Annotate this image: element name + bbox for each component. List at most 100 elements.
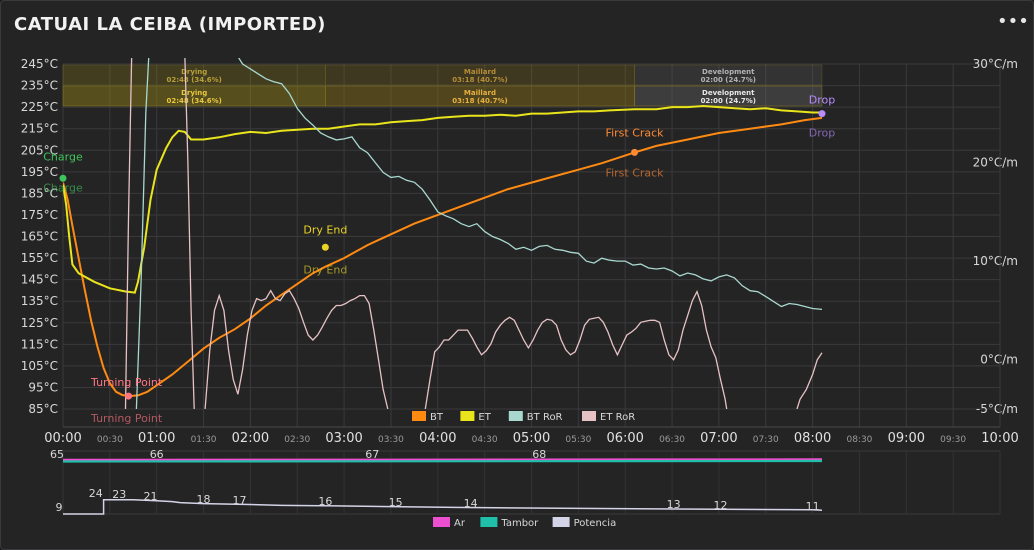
event-marker-charge: [59, 174, 67, 182]
phase-detail: 02:00 (24.7%): [701, 76, 756, 84]
sub-label-bottom: 23: [112, 488, 126, 501]
x-tick-label: 07:30: [753, 435, 779, 445]
event-label: Charge: [43, 150, 83, 163]
event-label-secondary: Charge: [43, 181, 83, 194]
x-tick-label: 03:30: [378, 435, 404, 445]
y-tick-left: 125°C: [21, 316, 58, 330]
phase-name: Development: [702, 89, 755, 97]
y-tick-left: 175°C: [21, 208, 58, 222]
event-label-secondary: Turning Point: [90, 412, 163, 425]
legend-swatch-et_ror: [582, 411, 596, 421]
legend-label-bt_ror: BT RoR: [527, 412, 563, 423]
event-label-secondary: First Crack: [606, 166, 665, 179]
event-marker-drop: [818, 110, 826, 118]
x-tick-label: 09:30: [940, 435, 966, 445]
sub-label-bottom: 17: [232, 494, 246, 507]
y-tick-right: 20°C/m: [973, 156, 1018, 170]
sub-legend-label-ar: Ar: [454, 518, 466, 529]
legend-swatch-bt: [412, 411, 426, 421]
event-label-secondary: Dry End: [303, 263, 347, 276]
y-tick-left: 135°C: [21, 294, 58, 308]
series-line-et_ror: [124, 58, 133, 409]
x-tick-label: 04:30: [472, 435, 498, 445]
event-marker-first-crack: [631, 148, 639, 156]
sub-legend-label-tambor: Tambor: [500, 518, 539, 529]
series-line-et_ror: [184, 58, 195, 409]
x-tick-label: 04:00: [419, 431, 456, 446]
phase-band-development: [634, 85, 823, 107]
phase-band-development: [634, 64, 823, 86]
x-tick-label: 09:00: [888, 431, 925, 446]
x-tick-label: 06:00: [606, 431, 643, 446]
series-line-et: [63, 104, 822, 294]
y-tick-right: 30°C/m: [973, 57, 1018, 71]
x-tick-label: 00:30: [97, 435, 123, 445]
y-tick-left: 85°C: [28, 402, 58, 416]
y-tick-left: 245°C: [21, 57, 58, 71]
sub-legend-label-potencia: Potencia: [574, 518, 617, 529]
page-title: CATUAI LA CEIBA (IMPORTED): [14, 14, 326, 35]
legend-swatch-et: [460, 411, 475, 421]
x-tick-label: 07:00: [700, 431, 737, 446]
y-tick-left: 165°C: [21, 230, 58, 244]
series-line-et_ror: [424, 290, 728, 409]
series-line-bt_ror: [135, 58, 150, 409]
y-tick-left: 105°C: [21, 359, 58, 373]
x-tick-label: 08:00: [794, 431, 831, 446]
y-tick-left: 145°C: [21, 273, 58, 287]
event-marker-dry-end: [321, 243, 329, 251]
legend-label-et: ET: [478, 412, 491, 423]
phase-detail: 02:00 (24.7%): [701, 97, 756, 105]
legend-label-et_ror: ET RoR: [600, 412, 635, 423]
x-tick-label: 01:30: [191, 435, 217, 445]
x-tick-label: 05:00: [513, 431, 550, 446]
y-tick-right: 0°C/m: [980, 353, 1018, 367]
more-options-button[interactable]: •••: [997, 11, 1029, 33]
sub-label-top: 68: [532, 448, 546, 461]
sub-label-bottom: 24: [89, 487, 103, 500]
phase-name: Development: [702, 68, 755, 76]
series-line-bt: [63, 116, 823, 398]
y-tick-left: 95°C: [28, 380, 58, 394]
series-line-bt_ror: [238, 58, 823, 311]
y-tick-left: 235°C: [21, 79, 58, 93]
phase-detail: 02:48 (34.6%): [166, 97, 221, 105]
event-label: Turning Point: [90, 376, 163, 389]
event-label: Dry End: [303, 223, 347, 236]
y-tick-left: 195°C: [21, 165, 58, 179]
sub-label-bottom: 12: [713, 499, 727, 512]
sub-series-tambor: [62, 459, 823, 463]
x-tick-label: 00:00: [44, 431, 81, 446]
event-label-secondary: Drop: [809, 127, 835, 140]
x-tick-label: 01:00: [138, 431, 175, 446]
y-tick-right: -5°C/m: [976, 402, 1018, 416]
sub-label-bottom: 14: [464, 497, 478, 510]
sub-label-bottom: 9: [56, 501, 63, 514]
sub-label-bottom: 15: [389, 496, 403, 509]
x-tick-label: 08:30: [846, 435, 872, 445]
more-horizontal-icon: •••: [997, 11, 1029, 32]
sub-label-bottom: 21: [143, 490, 157, 503]
event-marker-turning-point: [125, 392, 133, 400]
sub-label-bottom: 18: [197, 493, 211, 506]
sub-label-top: 67: [365, 448, 379, 461]
legend-label-bt: BT: [430, 412, 444, 423]
sub-label-bottom: 16: [318, 495, 332, 508]
sub-label-bottom: 13: [667, 498, 681, 511]
sub-legend-swatch-potencia: [552, 517, 570, 527]
x-tick-label: 06:30: [659, 435, 685, 445]
x-tick-label: 02:30: [284, 435, 310, 445]
series-line-et_ror: [796, 352, 823, 409]
legend-swatch-bt_ror: [508, 411, 523, 421]
x-tick-label: 03:00: [325, 431, 362, 446]
sub-series-ar: [62, 458, 823, 461]
sub-label-top: 66: [150, 448, 164, 461]
y-tick-left: 155°C: [21, 251, 58, 265]
y-tick-left: 205°C: [21, 143, 58, 157]
phase-name: Drying: [181, 68, 207, 76]
x-tick-label: 10:00: [981, 431, 1018, 446]
sub-label-top: 65: [50, 448, 64, 461]
y-tick-left: 215°C: [21, 122, 58, 136]
